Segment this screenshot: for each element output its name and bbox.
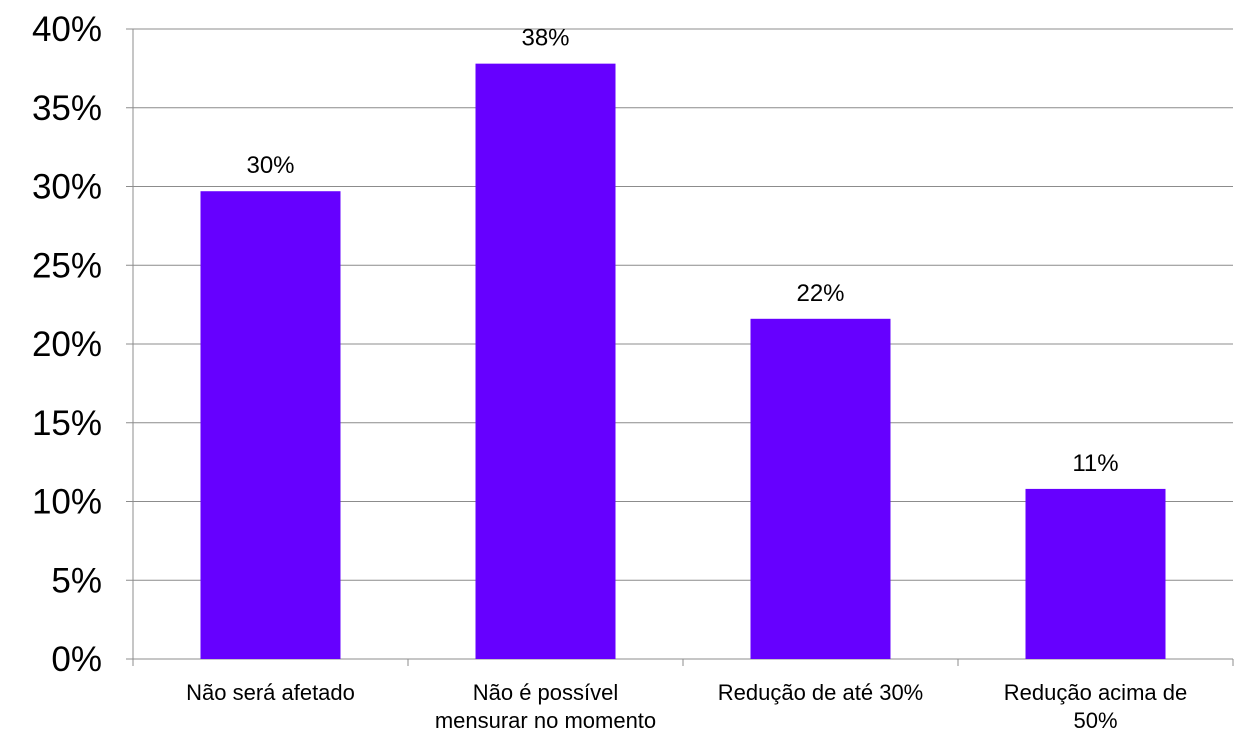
y-tick-label: 30% [32, 168, 102, 207]
y-tick-label: 20% [32, 325, 102, 364]
y-tick-label: 35% [32, 89, 102, 128]
y-tick-label: 10% [32, 483, 102, 522]
x-tick-label: Não é possível mensurar no momento [435, 680, 656, 732]
x-tick-label: Redução acima de 50% [1004, 680, 1187, 732]
y-tick-label: 40% [32, 10, 102, 49]
y-tick-label: 0% [51, 640, 102, 679]
y-tick-label: 25% [32, 246, 102, 285]
data-label: 30% [246, 152, 294, 179]
y-tick-label: 5% [51, 561, 102, 600]
bar [1025, 488, 1166, 659]
bar [750, 318, 891, 659]
data-label: 38% [521, 25, 569, 52]
y-tick-label: 15% [32, 404, 102, 443]
bar [200, 191, 341, 659]
x-tick-label: Redução de até 30% [718, 680, 924, 705]
x-tick-label: Não será afetado [186, 680, 355, 705]
data-label: 11% [1072, 450, 1118, 477]
data-label: 22% [796, 280, 844, 307]
bar [475, 63, 616, 659]
